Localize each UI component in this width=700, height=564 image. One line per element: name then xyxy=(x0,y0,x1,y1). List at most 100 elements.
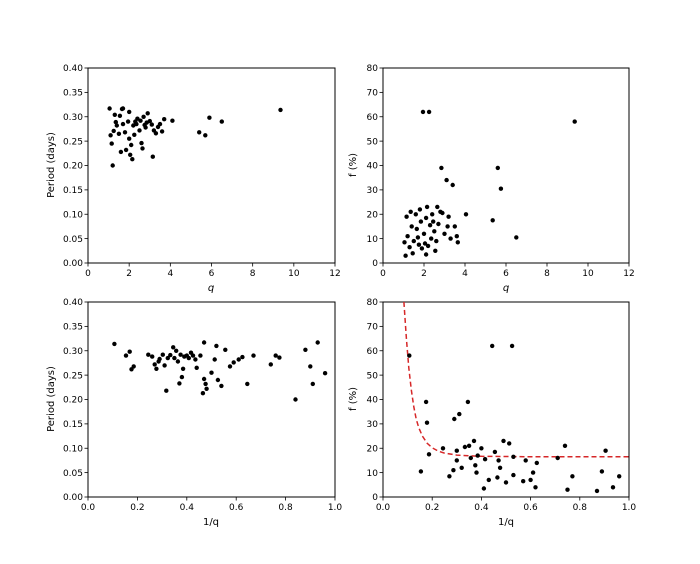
y-tick-label: 0.10 xyxy=(63,444,83,454)
y-tick-label: 50 xyxy=(367,371,379,381)
data-point xyxy=(129,142,134,148)
data-point xyxy=(322,371,328,376)
data-points xyxy=(407,343,622,494)
data-point xyxy=(418,469,424,474)
y-tick-label: 10 xyxy=(367,469,379,479)
data-point xyxy=(203,381,208,387)
y-tick-label: 30 xyxy=(367,420,379,430)
data-point xyxy=(481,486,487,491)
y-axis-label: Period (days) xyxy=(46,366,57,432)
data-point xyxy=(203,133,208,138)
data-point xyxy=(565,487,570,492)
data-point xyxy=(179,374,185,380)
axis-ticks: 0.0 0.2 0.4 0.6 0.8 1.0 0.00 0.05 0.10 0.15 0.20 0.… xyxy=(63,298,342,513)
data-point xyxy=(200,391,206,396)
panel-fillout-vs-q: 0 2 4 6 8 10 12 0 10 20 30 40 50 60 70 80 q f (%) xyxy=(348,64,635,294)
data-point xyxy=(197,130,202,135)
data-point xyxy=(414,226,419,232)
y-tick-label: 80 xyxy=(367,64,379,74)
data-point xyxy=(268,362,273,367)
data-point xyxy=(474,470,479,475)
data-point xyxy=(123,147,129,153)
data-point xyxy=(451,468,456,473)
data-point xyxy=(122,130,128,135)
data-point xyxy=(413,212,418,217)
data-points xyxy=(402,109,577,258)
data-point xyxy=(231,360,236,365)
data-point xyxy=(190,353,196,358)
y-tick-label: 50 xyxy=(367,137,379,147)
data-point xyxy=(116,131,122,136)
x-tick-label: 0 xyxy=(85,269,91,279)
y-tick-label: 0 xyxy=(372,259,378,269)
y-tick-label: 0.15 xyxy=(63,420,83,430)
data-point xyxy=(128,152,133,157)
data-point xyxy=(153,131,159,136)
data-point xyxy=(424,204,430,210)
data-point xyxy=(146,352,151,357)
x-tick-label: 0.0 xyxy=(81,503,96,513)
data-point xyxy=(429,236,434,241)
data-point xyxy=(278,107,283,113)
data-point xyxy=(511,454,516,459)
data-point xyxy=(130,157,135,162)
data-point xyxy=(177,381,182,386)
y-tick-label: 20 xyxy=(367,444,379,454)
data-point xyxy=(421,231,427,236)
data-point xyxy=(497,465,503,470)
x-tick-label: 0.2 xyxy=(425,503,439,513)
data-point xyxy=(201,340,207,345)
data-point xyxy=(111,128,116,134)
data-point xyxy=(503,480,509,485)
data-point xyxy=(423,399,429,405)
data-point xyxy=(427,223,433,228)
data-point xyxy=(405,234,410,239)
data-point xyxy=(137,128,142,133)
data-point xyxy=(223,347,228,352)
data-point xyxy=(521,479,526,484)
x-axis-label: 1/q xyxy=(498,517,514,528)
data-point xyxy=(436,221,441,227)
data-point xyxy=(452,416,457,422)
data-point xyxy=(120,121,126,127)
data-point xyxy=(170,118,175,123)
axis-ticks: 0.0 0.2 0.4 0.6 0.8 1.0 0 10 20 30 40 50 60 70 80 xyxy=(367,298,637,513)
y-tick-label: 0.35 xyxy=(63,89,83,99)
data-point xyxy=(440,446,446,451)
data-point xyxy=(434,238,439,244)
y-tick-label: 40 xyxy=(367,162,379,172)
data-point xyxy=(127,349,132,354)
y-tick-label: 0.40 xyxy=(63,64,83,74)
data-point xyxy=(209,370,214,375)
data-point xyxy=(219,119,224,124)
data-point xyxy=(404,214,409,219)
data-point xyxy=(426,452,432,457)
data-point xyxy=(452,224,457,229)
data-point xyxy=(149,122,154,127)
data-point xyxy=(108,133,113,138)
data-point xyxy=(430,212,435,217)
data-point xyxy=(303,347,308,352)
data-point xyxy=(466,443,472,448)
data-point xyxy=(435,204,440,210)
data-point xyxy=(154,366,159,371)
data-point xyxy=(277,355,282,360)
y-tick-label: 60 xyxy=(367,347,379,357)
data-point xyxy=(440,210,445,216)
y-axis-label: Period (days) xyxy=(46,132,57,198)
data-point xyxy=(416,242,422,247)
data-point xyxy=(446,214,451,219)
data-point xyxy=(134,121,139,127)
x-tick-label: 10 xyxy=(582,269,594,279)
data-point xyxy=(110,163,115,168)
data-point xyxy=(424,420,430,425)
data-point xyxy=(492,449,498,455)
y-tick-label: 0.40 xyxy=(63,298,83,308)
x-tick-label: 0.2 xyxy=(130,503,144,513)
data-point xyxy=(408,209,413,214)
data-point xyxy=(407,245,412,250)
data-point xyxy=(219,383,224,389)
data-point xyxy=(409,224,414,229)
data-point xyxy=(555,455,560,461)
